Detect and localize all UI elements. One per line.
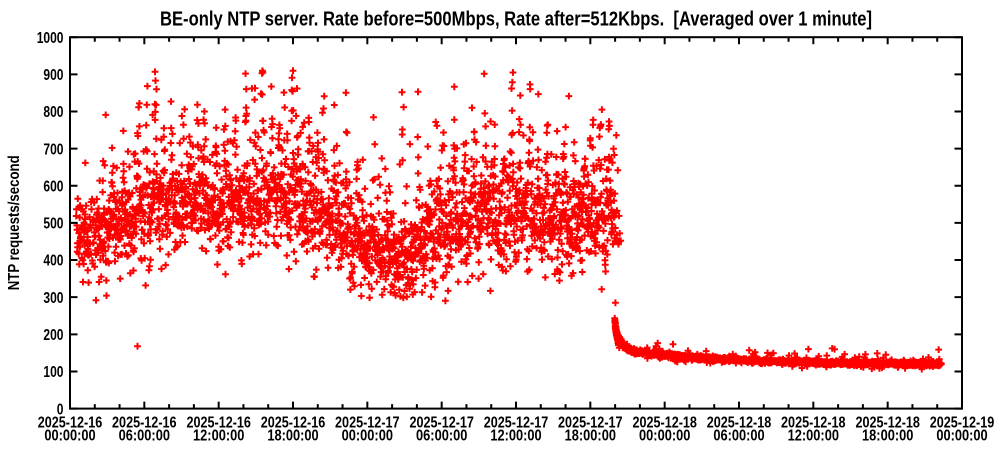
svg-text:18:00:00: 18:00:00 — [565, 428, 616, 445]
svg-text:300: 300 — [43, 290, 63, 307]
svg-text:BE-only NTP server. Rate befor: BE-only NTP server. Rate before=500Mbps,… — [160, 9, 872, 31]
svg-text:00:00:00: 00:00:00 — [639, 428, 690, 445]
svg-text:18:00:00: 18:00:00 — [267, 428, 318, 445]
svg-text:2025-12-17: 2025-12-17 — [558, 414, 623, 431]
svg-text:900: 900 — [43, 67, 63, 84]
svg-text:2025-12-16: 2025-12-16 — [112, 414, 177, 431]
svg-text:12:00:00: 12:00:00 — [788, 428, 839, 445]
svg-text:1000: 1000 — [37, 30, 64, 47]
svg-text:2025-12-16: 2025-12-16 — [186, 414, 251, 431]
svg-text:12:00:00: 12:00:00 — [193, 428, 244, 445]
svg-text:2025-12-18: 2025-12-18 — [781, 414, 846, 431]
svg-text:2025-12-18: 2025-12-18 — [707, 414, 772, 431]
svg-text:00:00:00: 00:00:00 — [342, 428, 393, 445]
svg-text:06:00:00: 06:00:00 — [119, 428, 170, 445]
svg-text:2025-12-16: 2025-12-16 — [261, 414, 326, 431]
svg-text:2025-12-18: 2025-12-18 — [855, 414, 920, 431]
svg-text:600: 600 — [43, 179, 63, 196]
svg-text:00:00:00: 00:00:00 — [44, 428, 95, 445]
svg-text:06:00:00: 06:00:00 — [713, 428, 764, 445]
svg-text:2025-12-17: 2025-12-17 — [409, 414, 474, 431]
svg-text:2025-12-17: 2025-12-17 — [484, 414, 549, 431]
svg-text:500: 500 — [43, 216, 63, 233]
svg-text:NTP requests/second: NTP requests/second — [6, 155, 23, 290]
svg-text:2025-12-18: 2025-12-18 — [632, 414, 697, 431]
svg-text:2025-12-17: 2025-12-17 — [335, 414, 400, 431]
svg-text:400: 400 — [43, 253, 63, 270]
svg-text:800: 800 — [43, 104, 63, 121]
svg-text:0: 0 — [57, 401, 64, 418]
svg-text:06:00:00: 06:00:00 — [416, 428, 467, 445]
svg-text:2025-12-19: 2025-12-19 — [930, 414, 995, 431]
svg-text:12:00:00: 12:00:00 — [490, 428, 541, 445]
svg-text:00:00:00: 00:00:00 — [936, 428, 987, 445]
svg-text:2025-12-16: 2025-12-16 — [38, 414, 103, 431]
svg-text:700: 700 — [43, 141, 63, 158]
svg-text:18:00:00: 18:00:00 — [862, 428, 913, 445]
svg-text:200: 200 — [43, 327, 63, 344]
svg-text:100: 100 — [43, 364, 63, 381]
